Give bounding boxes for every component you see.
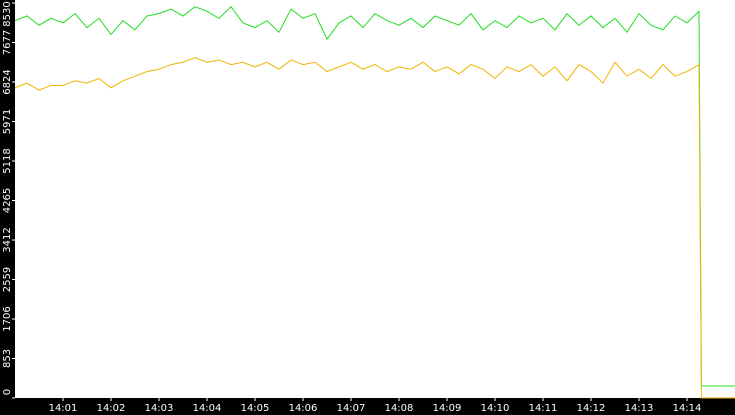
y-tick-label: 853 (2, 349, 13, 368)
x-tick-label: 14:12 (577, 403, 606, 414)
y-tick-label: 1706 (2, 306, 13, 331)
y-tick-label: 8530 (2, 1, 13, 26)
x-tick-label: 14:03 (145, 403, 174, 414)
y-tick-label: 0 (2, 389, 13, 395)
x-tick-label: 14:07 (337, 403, 366, 414)
y-tick-label: 6824 (2, 69, 13, 94)
y-tick-label: 2559 (2, 267, 13, 292)
x-tick-label: 14:14 (673, 403, 702, 414)
x-tick-label: 14:05 (241, 403, 270, 414)
series-line (14, 5, 735, 387)
y-tick-label: 5971 (2, 109, 13, 134)
x-tick-label: 14:10 (481, 403, 510, 414)
y-tick-label: 4265 (2, 188, 13, 213)
y-tick-label: 3412 (2, 227, 13, 252)
x-tick-label: 14:01 (49, 403, 78, 414)
x-tick-label: 14:13 (625, 403, 654, 414)
y-tick-label: 7677 (2, 30, 13, 55)
x-tick-label: 14:06 (289, 403, 318, 414)
x-tick-label: 14:11 (529, 403, 558, 414)
y-tick-label: 5118 (2, 148, 13, 173)
x-tick-label: 14:02 (97, 403, 126, 414)
x-tick-label: 14:09 (433, 403, 462, 414)
plot-area (15, 0, 735, 398)
series-line (14, 57, 735, 399)
x-tick-label: 14:04 (193, 403, 222, 414)
x-tick-label: 14:08 (385, 403, 414, 414)
